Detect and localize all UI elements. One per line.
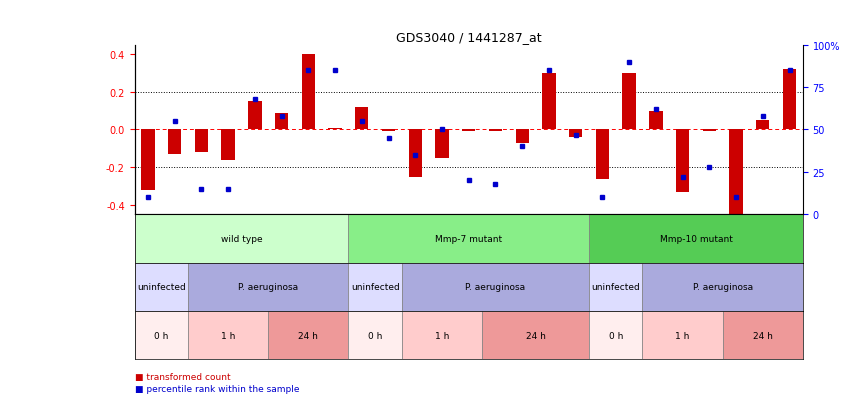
Bar [462,130,476,132]
Text: Mmp-10 mutant: Mmp-10 mutant [660,235,733,244]
Text: wild type: wild type [220,235,262,244]
Bar [489,130,503,132]
Text: ■ transformed count: ■ transformed count [135,372,230,381]
Bar [221,130,234,160]
Text: 24 h: 24 h [299,331,319,340]
Bar [589,311,642,359]
Bar [436,130,449,159]
Text: P. aeruginosa: P. aeruginosa [693,282,753,292]
Bar [188,263,348,311]
Text: 0 h: 0 h [155,331,168,340]
Bar [482,311,589,359]
Bar [248,102,261,130]
Text: Mmp-7 mutant: Mmp-7 mutant [435,235,503,244]
Bar [348,263,402,311]
Bar [729,130,743,215]
Bar [348,215,589,263]
Text: 1 h: 1 h [675,331,690,340]
Text: 24 h: 24 h [526,331,545,340]
Bar [723,311,803,359]
Text: 0 h: 0 h [368,331,382,340]
Bar [642,263,803,311]
Text: uninfected: uninfected [137,282,186,292]
Text: ■ percentile rank within the sample: ■ percentile rank within the sample [135,384,299,393]
Bar [569,130,582,138]
Bar [194,130,208,153]
Text: P. aeruginosa: P. aeruginosa [238,282,299,292]
Bar [783,70,796,130]
Bar [622,74,635,130]
Bar [135,263,188,311]
Bar [516,130,529,143]
Bar [589,263,642,311]
Bar [168,130,181,154]
Bar [402,311,482,359]
Bar [382,130,395,132]
Text: P. aeruginosa: P. aeruginosa [465,282,525,292]
Bar [676,130,689,192]
Bar [589,215,803,263]
Bar [268,311,348,359]
Bar [188,311,268,359]
Title: GDS3040 / 1441287_at: GDS3040 / 1441287_at [396,31,542,44]
Text: 1 h: 1 h [435,331,449,340]
Text: 24 h: 24 h [753,331,773,340]
Bar [275,113,288,130]
Bar [141,130,155,190]
Bar [649,112,662,130]
Bar [642,311,723,359]
Bar [409,130,422,177]
Bar [135,311,188,359]
Bar [348,311,402,359]
Bar [328,128,342,130]
Bar [756,121,770,130]
Text: 1 h: 1 h [221,331,235,340]
Bar [135,215,348,263]
Bar [542,74,556,130]
Bar [302,55,315,130]
Text: uninfected: uninfected [351,282,399,292]
Bar [595,130,609,179]
Bar [402,263,589,311]
Bar [355,107,368,130]
Text: 0 h: 0 h [608,331,623,340]
Bar [703,130,716,132]
Text: uninfected: uninfected [591,282,640,292]
